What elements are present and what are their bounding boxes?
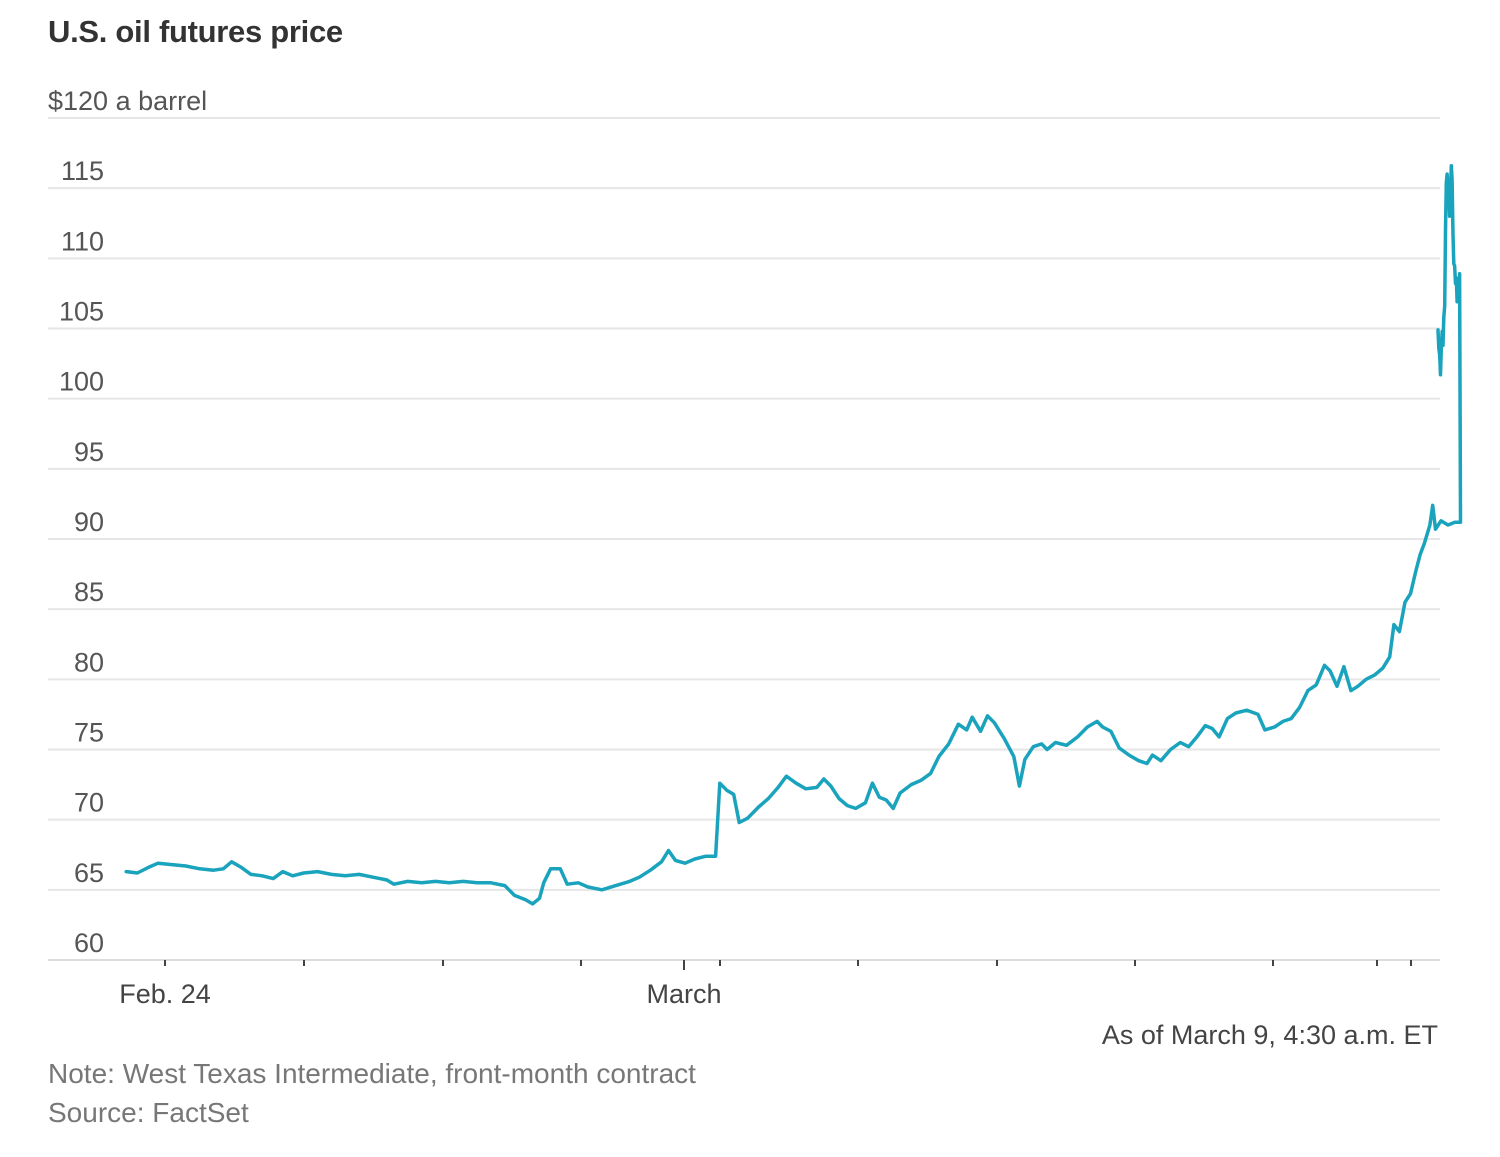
price-series	[124, 163, 1463, 906]
y-tick-label-70: 70	[74, 788, 104, 818]
chart-note: Note: West Texas Intermediate, front-mon…	[48, 1058, 696, 1089]
as-of-timestamp: As of March 9, 4:30 a.m. ET	[1101, 1020, 1438, 1050]
y-tick-label-60: 60	[74, 928, 104, 958]
chart-title: U.S. oil futures price	[48, 14, 343, 49]
y-axis-tick-labels: 60 65 70 75 80 85 90 95 100 105 110 115 $120 a barre…	[48, 86, 207, 958]
y-axis-unit-label: $120 a barrel	[48, 86, 207, 116]
y-tick-label-80: 80	[74, 647, 104, 677]
y-tick-label-75: 75	[74, 718, 104, 748]
x-tick-label-march: March	[646, 979, 721, 1009]
y-tick-label-85: 85	[74, 577, 104, 607]
gridlines	[48, 117, 1440, 961]
y-tick-label-90: 90	[74, 507, 104, 537]
y-tick-label-65: 65	[74, 858, 104, 888]
x-axis: Feb. 24 March	[119, 960, 1412, 1009]
series-line-wti	[124, 163, 1463, 906]
y-tick-label-95: 95	[74, 437, 104, 467]
chart-source: Source: FactSet	[48, 1097, 249, 1128]
x-tick-label-feb-24: Feb. 24	[119, 979, 211, 1009]
y-tick-label-105: 105	[59, 297, 104, 327]
y-tick-label-100: 100	[59, 367, 104, 397]
y-tick-label-115: 115	[61, 156, 104, 186]
y-tick-label-110: 110	[61, 226, 104, 256]
